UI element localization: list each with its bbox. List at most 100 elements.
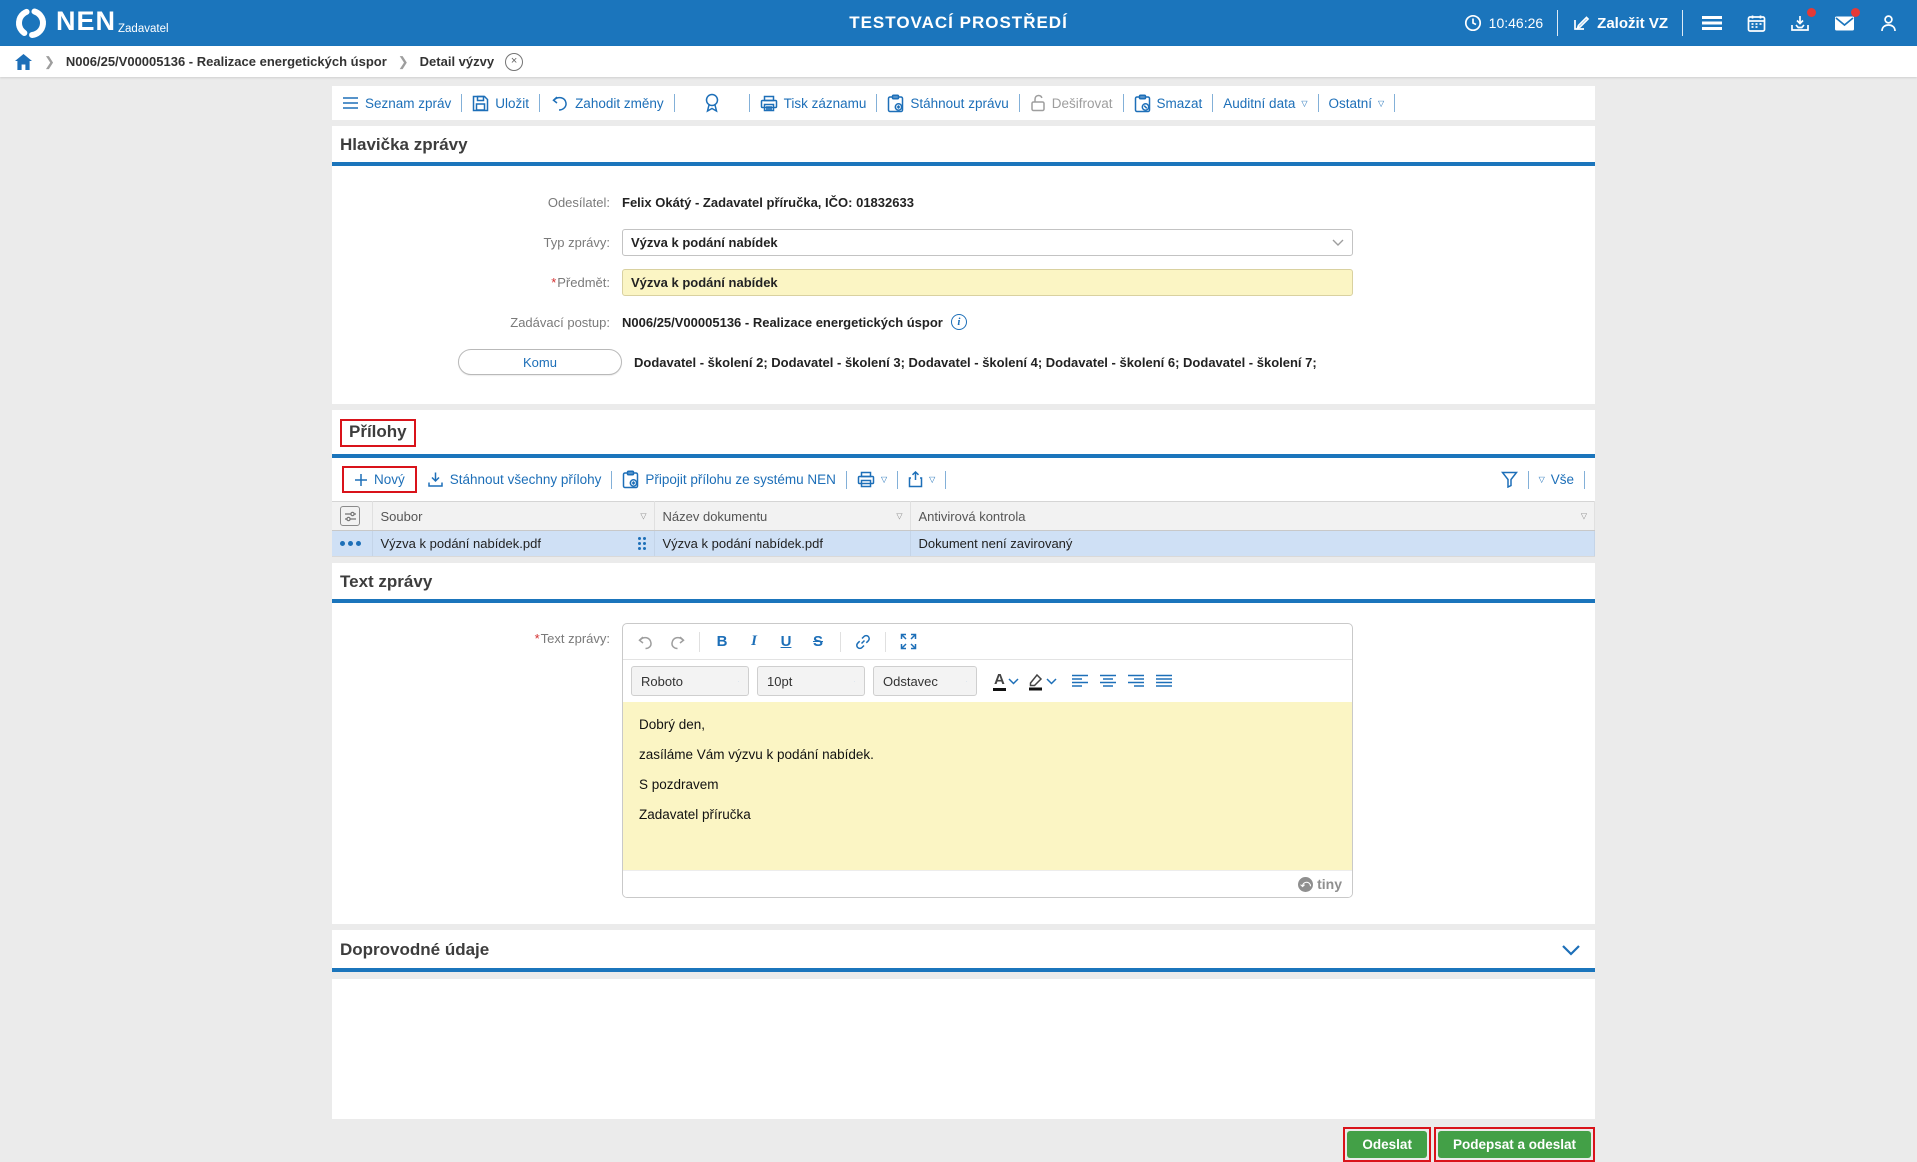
new-attachment-button[interactable]: Nový <box>342 466 417 493</box>
send-button[interactable]: Odeslat <box>1347 1131 1427 1158</box>
toolbar-divider <box>1212 94 1214 112</box>
delete-label: Smazat <box>1156 95 1203 111</box>
fullscreen-button[interactable] <box>894 628 922 656</box>
chevron-down-icon[interactable] <box>1561 944 1581 956</box>
toolbar-divider <box>539 94 541 112</box>
insert-link-button[interactable] <box>849 628 877 656</box>
subject-value: Výzva k podání nabídek <box>631 274 778 290</box>
medal-ribbon-icon <box>705 93 718 113</box>
column-header-soubor[interactable]: Soubor ▽ <box>372 501 655 531</box>
current-time: 10:46:26 <box>1488 15 1544 31</box>
editor-toolbar-row2: Roboto 10pt Odstavec <box>623 660 1352 702</box>
bold-button[interactable]: B <box>716 633 728 650</box>
recipients-value: Dodavatel - školení 2; Dodavatel - škole… <box>634 354 1317 370</box>
export-attachments-button[interactable]: ▽ <box>908 471 935 488</box>
font-size-select[interactable]: 10pt <box>757 666 865 696</box>
print-attachments-button[interactable]: ▽ <box>857 471 887 488</box>
print-record-button[interactable]: Tisk záznamu <box>760 95 866 112</box>
accompanying-data-head[interactable]: Doprovodné údaje <box>332 930 1595 972</box>
breadcrumb-procedure[interactable]: N006/25/V00005136 - Realizace energetick… <box>65 54 387 69</box>
chevron-down-icon <box>1008 677 1019 685</box>
row-document-name-cell[interactable]: Výzva k podání nabídek.pdf <box>654 530 911 557</box>
breadcrumb-current-tab[interactable]: Detail výzvy <box>419 54 495 69</box>
recipients-button[interactable]: Komu <box>458 349 622 375</box>
editor-content-area[interactable]: Dobrý den, zasíláme Vám výzvu k podání n… <box>623 702 1352 870</box>
download-all-label: Stáhnout všechny přílohy <box>449 472 602 487</box>
plus-icon <box>355 473 367 486</box>
table-settings-header-cell[interactable] <box>332 501 373 531</box>
text-color-letter: A <box>993 671 1006 692</box>
subject-input[interactable]: Výzva k podání nabídek <box>622 268 1353 296</box>
rich-text-editor[interactable]: B I U S <box>622 623 1353 898</box>
discard-changes-button[interactable]: Zahodit změny <box>550 95 664 111</box>
downloads-inbox-button[interactable] <box>1785 8 1816 38</box>
header-divider <box>1682 10 1683 36</box>
section-title: Hlavička zprávy <box>340 135 468 154</box>
row-antivirus-cell[interactable]: Dokument není zavirovaný <box>910 530 1595 557</box>
new-attachment-label: Nový <box>374 472 405 487</box>
attachment-row[interactable]: Výzva k podání nabídek.pdf Výzva k podán… <box>332 530 1595 557</box>
drag-handle-icon[interactable] <box>637 537 646 550</box>
section-title: Text zprávy <box>340 572 433 591</box>
toolbar-divider <box>461 94 463 112</box>
underline-button[interactable]: U <box>780 633 792 650</box>
message-type-select[interactable]: Výzva k podání nabídek <box>622 228 1353 256</box>
align-justify-icon[interactable] <box>1155 674 1173 688</box>
dropdown-triangle-icon: ▽ <box>929 475 936 484</box>
column-settings-icon[interactable] <box>340 506 360 526</box>
info-icon[interactable]: i <box>950 314 967 330</box>
strikethrough-button[interactable]: S <box>812 633 823 650</box>
other-menu[interactable]: Ostatní ▽ <box>1329 96 1385 111</box>
user-profile-button[interactable] <box>1873 8 1903 38</box>
save-button[interactable]: Uložit <box>472 95 529 112</box>
highlight-color-button[interactable] <box>1027 672 1057 691</box>
undo-button[interactable] <box>631 628 659 656</box>
row-actions-icon[interactable] <box>340 541 364 546</box>
font-family-select[interactable]: Roboto <box>631 666 749 696</box>
certificate-button[interactable] <box>703 93 721 113</box>
sort-triangle-icon[interactable]: ▽ <box>640 511 647 521</box>
download-message-label: Stáhnout zprávu <box>910 95 1009 111</box>
row-file-cell[interactable]: Výzva k podání nabídek.pdf <box>372 530 655 557</box>
message-type-value: Výzva k podání nabídek <box>631 234 778 250</box>
download-all-attachments-button[interactable]: Stáhnout všechny přílohy <box>427 471 602 488</box>
edit-pencil-icon <box>1574 16 1590 30</box>
close-tab-icon[interactable]: × <box>505 52 524 71</box>
download-message-button[interactable]: Stáhnout zprávu <box>887 93 1009 113</box>
column-header-nazev[interactable]: Název dokumentu ▽ <box>654 501 911 531</box>
nen-logo[interactable]: NEN Zadavatel <box>14 6 169 40</box>
italic-button[interactable]: I <box>751 633 757 649</box>
clipboard-download-icon <box>888 93 904 112</box>
message-text-section: Text zprávy *Text zprávy: <box>332 563 1595 924</box>
text-color-button[interactable]: A <box>993 671 1019 692</box>
align-left-icon[interactable] <box>1071 674 1089 688</box>
alignment-buttons <box>1071 674 1173 688</box>
redo-button[interactable] <box>663 628 691 656</box>
align-center-icon[interactable] <box>1099 674 1117 688</box>
footer-action-bar: Odeslat Podepsat a odeslat <box>332 1127 1595 1162</box>
attachments-section-head: Přílohy <box>332 410 1595 458</box>
audit-data-menu[interactable]: Auditní data ▽ <box>1223 96 1307 111</box>
block-format-select[interactable]: Odstavec <box>873 666 977 696</box>
message-header-section-head: Hlavička zprávy <box>332 126 1595 166</box>
unlock-icon <box>1030 94 1045 112</box>
sort-triangle-icon[interactable]: ▽ <box>896 511 903 521</box>
sign-and-send-button[interactable]: Podepsat a odeslat <box>1437 1131 1591 1158</box>
message-list-button[interactable]: Seznam zpráv <box>342 96 451 111</box>
home-icon[interactable] <box>14 53 33 71</box>
filter-button[interactable] <box>1500 471 1518 488</box>
column-header-antivir[interactable]: Antivirová kontrola ▽ <box>910 501 1595 531</box>
envelope-icon <box>1834 16 1854 30</box>
attach-from-nen-button[interactable]: Připojit přílohu ze systému NEN <box>622 470 836 489</box>
row-actions-cell[interactable] <box>332 530 373 557</box>
messages-button[interactable] <box>1829 8 1860 38</box>
sort-triangle-icon[interactable]: ▽ <box>1580 511 1587 521</box>
view-all-dropdown[interactable]: ▽ Vše <box>1539 472 1574 487</box>
view-all-label: Vše <box>1550 472 1574 487</box>
delete-button[interactable]: Smazat <box>1134 93 1203 113</box>
annotation-box: Přílohy <box>340 419 416 447</box>
main-menu-button[interactable] <box>1697 8 1727 38</box>
align-right-icon[interactable] <box>1127 674 1145 688</box>
create-vz-button[interactable]: Založit VZ <box>1572 14 1668 32</box>
calendar-button[interactable] <box>1741 8 1771 38</box>
